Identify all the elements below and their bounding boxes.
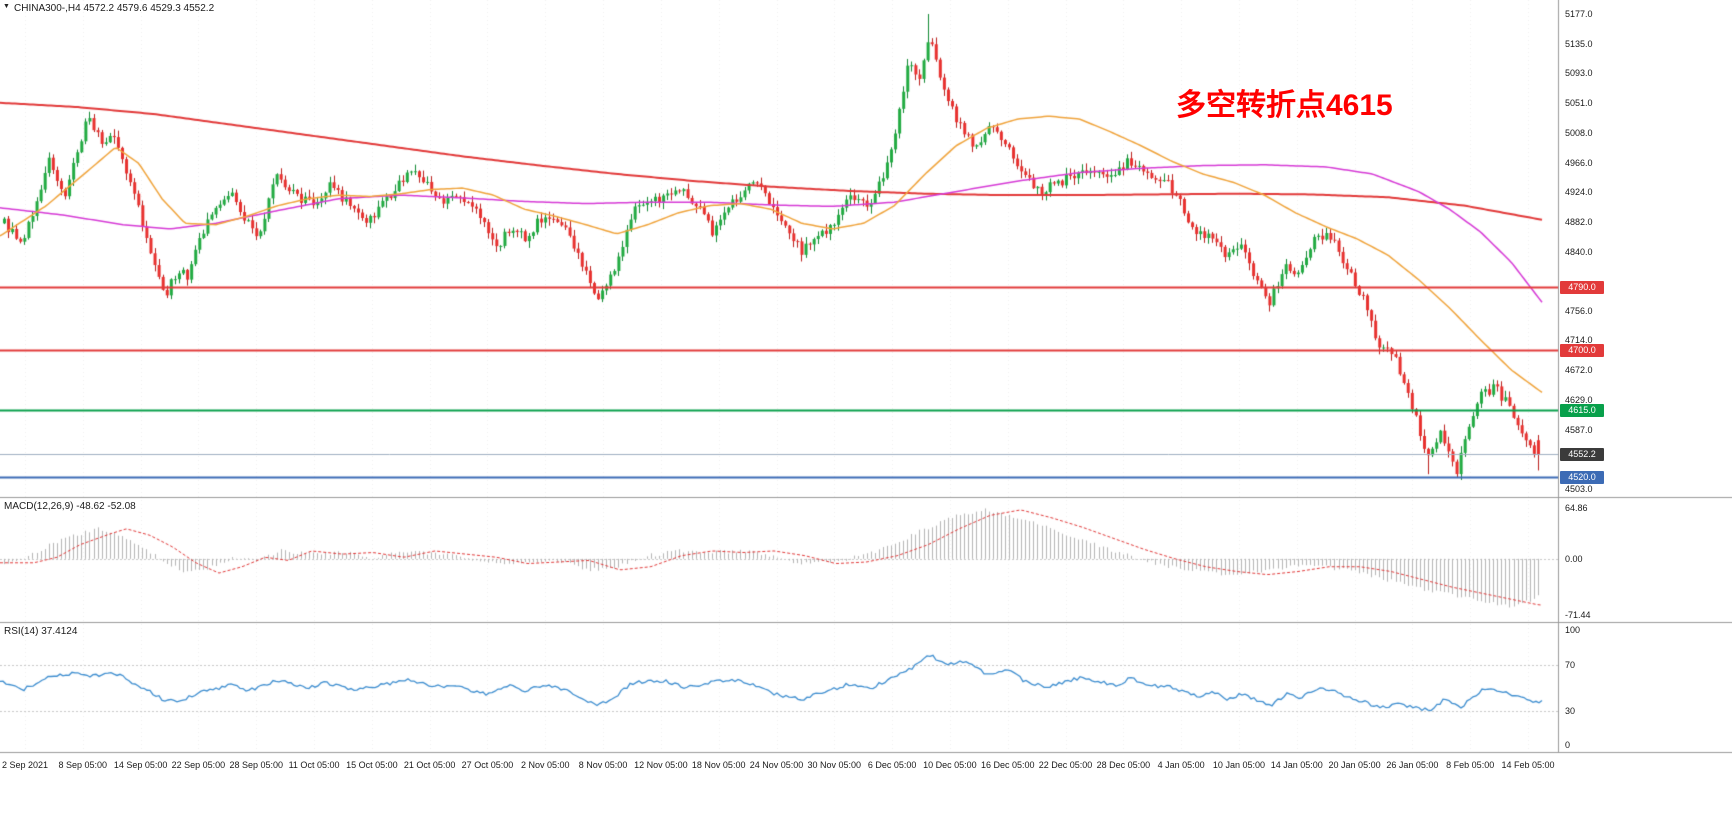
time-axis-label: 8 Sep 05:00 bbox=[58, 760, 108, 770]
time-axis-label: 26 Jan 05:00 bbox=[1386, 760, 1439, 770]
axis-tick-label: 4503.0 bbox=[1565, 484, 1593, 494]
axis-tick-label: 4672.0 bbox=[1565, 364, 1593, 375]
time-axis-label: 14 Sep 05:00 bbox=[113, 760, 168, 770]
main-chart-legend: CHINA300-,H4 4572.2 4579.6 4529.3 4552.2 bbox=[14, 3, 215, 14]
time-axis-label: 18 Nov 05:00 bbox=[691, 760, 746, 770]
time-axis-label: 4 Jan 05:00 bbox=[1157, 760, 1205, 770]
axis-tick-label: 0.00 bbox=[1565, 553, 1583, 564]
axis-tick-label: 5051.0 bbox=[1565, 97, 1593, 108]
axis-tick-label: 5177.0 bbox=[1565, 9, 1593, 19]
time-axis-label: 21 Oct 05:00 bbox=[403, 760, 456, 770]
time-axis-label: 11 Oct 05:00 bbox=[288, 760, 340, 770]
time-axis-label: 2 Nov 05:00 bbox=[520, 760, 570, 770]
time-axis-label: 14 Feb 05:00 bbox=[1501, 760, 1555, 770]
axis-tick-label: 64.86 bbox=[1565, 502, 1588, 513]
axis-tick-label: 30 bbox=[1565, 705, 1576, 716]
time-axis-label: 10 Dec 05:00 bbox=[923, 760, 977, 770]
time-axis-label: 24 Nov 05:00 bbox=[749, 760, 804, 770]
axis-tick-label: 0 bbox=[1565, 740, 1571, 750]
axis-tick-label: 5093.0 bbox=[1565, 68, 1593, 79]
price-level-badge: 4520.0 bbox=[1560, 471, 1604, 485]
axis-tick-label: 4966.0 bbox=[1565, 157, 1593, 168]
price-level-badge: 4790.0 bbox=[1560, 280, 1604, 294]
macd-legend: MACD(12,26,9) -48.62 -52.08 bbox=[4, 501, 136, 512]
axis-tick-label: 5135.0 bbox=[1565, 38, 1593, 49]
time-axis-label: 22 Dec 05:00 bbox=[1038, 760, 1093, 770]
axis-tick-label: 4924.0 bbox=[1565, 187, 1593, 198]
time-axis-label: 2 Sep 2021 bbox=[1, 760, 49, 770]
axis-tick-label: 100 bbox=[1565, 625, 1581, 635]
axis-tick-label: 4714.0 bbox=[1565, 335, 1593, 346]
price-level-badge: 4700.0 bbox=[1560, 344, 1604, 358]
time-axis-label: 28 Dec 05:00 bbox=[1096, 760, 1151, 770]
axis-tick-label: 70 bbox=[1565, 659, 1576, 670]
rsi-legend: RSI(14) 37.4124 bbox=[4, 626, 78, 637]
annotation-text: 多空转折点4615 bbox=[1176, 89, 1393, 122]
time-axis-label: 16 Dec 05:00 bbox=[980, 760, 1035, 770]
time-axis-label: 20 Jan 05:00 bbox=[1328, 760, 1381, 770]
axis-tick-label: 4587.0 bbox=[1565, 424, 1593, 435]
time-axis-label: 22 Sep 05:00 bbox=[171, 760, 226, 770]
time-axis-label: 6 Dec 05:00 bbox=[867, 760, 917, 770]
time-axis-label: 15 Oct 05:00 bbox=[346, 760, 398, 770]
price-level-badge: 4552.2 bbox=[1560, 448, 1604, 462]
axis-tick-label: -71.44 bbox=[1565, 610, 1591, 621]
price-level-badge: 4615.0 bbox=[1560, 404, 1604, 418]
time-axis-label: 30 Nov 05:00 bbox=[807, 760, 862, 770]
price-axis: 5177.0 5135.0 5093.0 5051.0 5008.0 4966.0 4924… bbox=[1560, 0, 1732, 760]
time-axis-label: 28 Sep 05:00 bbox=[229, 760, 283, 770]
axis-tick-label: 4629.0 bbox=[1565, 395, 1593, 406]
time-axis-label: 12 Nov 05:00 bbox=[634, 760, 688, 770]
symbol-marker-icon: ▼ bbox=[3, 3, 10, 10]
time-axis-label: 10 Jan 05:00 bbox=[1212, 760, 1265, 770]
time-axis-label: 14 Jan 05:00 bbox=[1270, 760, 1323, 770]
time-axis-label: 8 Feb 05:00 bbox=[1446, 760, 1495, 770]
axis-tick-label: 4840.0 bbox=[1565, 246, 1593, 257]
time-axis: 2 Sep 2021 8 Sep 05:00 14 Sep 05:00 22 Sep … bbox=[0, 758, 1560, 778]
axis-tick-label: 5008.0 bbox=[1565, 128, 1593, 139]
axis-tick-label: 4882.0 bbox=[1565, 216, 1593, 227]
axis-tick-label: 4756.0 bbox=[1565, 305, 1593, 316]
time-axis-label: 27 Oct 05:00 bbox=[461, 760, 514, 770]
time-axis-label: 8 Nov 05:00 bbox=[578, 760, 628, 770]
